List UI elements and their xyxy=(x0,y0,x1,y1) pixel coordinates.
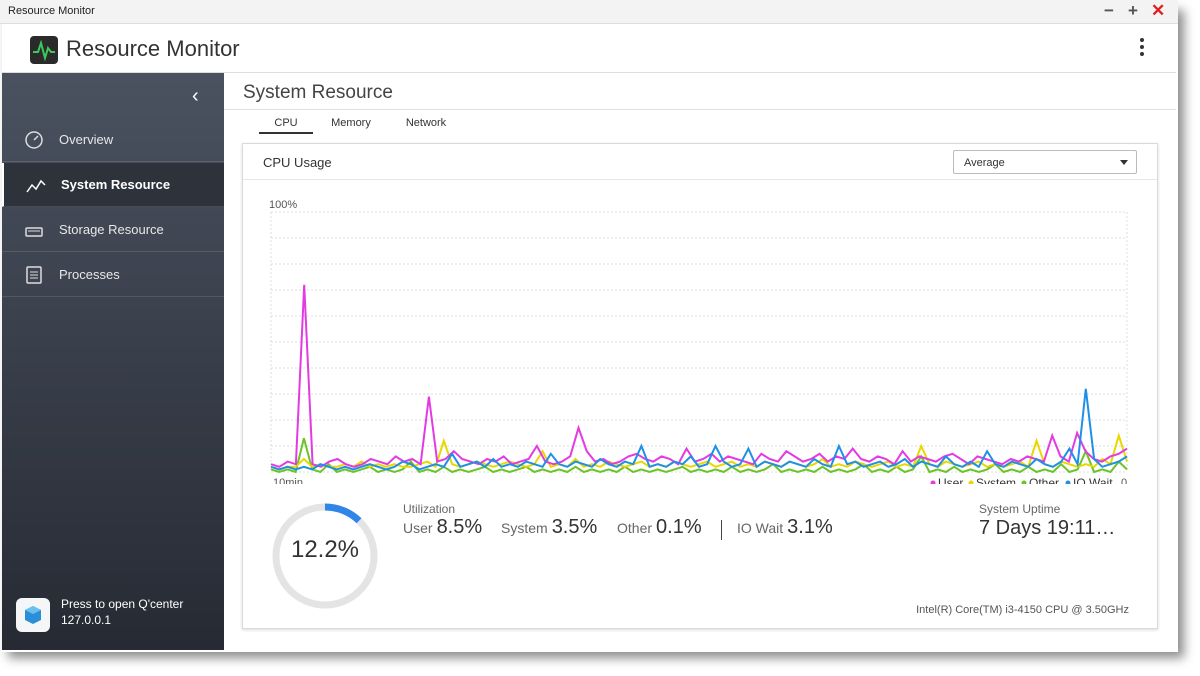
minimize-icon[interactable]: − xyxy=(1104,1,1114,20)
card-title: CPU Usage xyxy=(263,155,332,170)
stat-label: Other xyxy=(617,520,653,536)
stat-value: 0.1% xyxy=(656,516,702,538)
sidebar-item-label: Overview xyxy=(59,132,114,147)
cpu-model: Intel(R) Core(TM) i3-4150 CPU @ 3.50GHz xyxy=(916,604,1129,616)
utilization-total: 12.2% xyxy=(290,536,360,563)
qcenter-label: Press to open Q'center xyxy=(61,597,184,611)
utilization-arc xyxy=(272,503,378,609)
legend-label: System xyxy=(976,476,1016,484)
legend-marker xyxy=(1065,480,1071,484)
cpu-usage-card: CPU Usage Average 100% 10min 0 User System Ot… xyxy=(242,143,1158,629)
window-titlebar[interactable]: Resource Monitor − + ✕ xyxy=(0,0,1178,24)
y-min-label: 0 xyxy=(1121,477,1127,484)
main-content: System Resource CPU Memory Network CPU U… xyxy=(224,73,1176,650)
legend-label: Other xyxy=(1029,476,1059,484)
stat-label: IO Wait xyxy=(737,520,784,536)
qcenter-address: 127.0.0.1 xyxy=(61,613,112,627)
card-header: CPU Usage Average xyxy=(243,144,1157,180)
collapse-sidebar-icon[interactable]: ‹ xyxy=(192,85,199,107)
stat-user: User 8.5% xyxy=(403,516,482,539)
app-header: Resource Monitor xyxy=(2,26,1176,73)
aggregation-select[interactable]: Average xyxy=(953,150,1137,174)
divider xyxy=(224,109,1176,110)
tab-memory[interactable]: Memory xyxy=(331,117,371,129)
disk-icon xyxy=(25,227,43,237)
utilization-donut xyxy=(272,503,378,609)
sidebar-item-system-resource[interactable]: System Resource xyxy=(2,163,224,207)
page-title: System Resource xyxy=(243,82,393,103)
qcenter-shortcut[interactable]: Press to open Q'center 127.0.0.1 xyxy=(16,596,216,636)
sidebar-item-label: Storage Resource xyxy=(59,222,164,237)
stat-value: 3.5% xyxy=(551,516,598,538)
qcenter-icon xyxy=(16,598,50,632)
cpu-usage-chart: 100% 10min 0 User System Other IO Wait xyxy=(269,199,1128,484)
sidebar: ‹ Overview System Resource Storage Resou… xyxy=(2,73,224,650)
legend-marker xyxy=(930,480,936,484)
legend-label: IO Wait xyxy=(1073,476,1113,484)
stat-other: Other 0.1% xyxy=(617,516,702,539)
uptime-title: System Uptime xyxy=(979,502,1061,516)
stat-iowait: IO Wait 3.1% xyxy=(737,516,833,539)
stat-value: 8.5% xyxy=(436,516,483,538)
stat-system: System 3.5% xyxy=(501,516,597,539)
sidebar-item-storage-resource[interactable]: Storage Resource xyxy=(2,208,224,252)
x-start-label: 10min xyxy=(273,477,303,484)
stat-label: User xyxy=(403,520,433,536)
stat-divider xyxy=(721,520,722,540)
series-line-user xyxy=(270,284,1128,468)
uptime-value: 7 Days 19:11… xyxy=(979,517,1116,539)
sidebar-item-processes[interactable]: Processes xyxy=(2,253,224,297)
legend-marker xyxy=(1021,480,1027,484)
tab-cpu[interactable]: CPU xyxy=(259,117,313,134)
line-chart-icon xyxy=(26,179,46,193)
select-value: Average xyxy=(964,157,1005,169)
y-max-label: 100% xyxy=(269,199,297,211)
utilization-title: Utilization xyxy=(403,502,456,516)
sidebar-item-overview[interactable]: Overview xyxy=(2,118,224,162)
stat-value: 3.1% xyxy=(787,516,833,538)
app-title: Resource Monitor xyxy=(66,36,240,61)
legend-label: User xyxy=(938,476,963,484)
maximize-icon[interactable]: + xyxy=(1128,1,1138,20)
app-logo-icon xyxy=(30,36,58,64)
close-icon[interactable]: ✕ xyxy=(1151,1,1166,20)
sidebar-item-label: Processes xyxy=(59,267,120,282)
sidebar-item-label: System Resource xyxy=(61,177,171,192)
tab-network[interactable]: Network xyxy=(405,117,447,129)
more-options-icon[interactable] xyxy=(1140,38,1146,59)
window-title: Resource Monitor xyxy=(8,5,95,17)
gauge-icon xyxy=(25,131,43,149)
series-line-io-wait xyxy=(270,388,1128,471)
stat-label: System xyxy=(501,520,548,536)
list-icon xyxy=(26,266,42,284)
chevron-down-icon xyxy=(1120,160,1128,165)
legend-marker xyxy=(968,480,974,484)
